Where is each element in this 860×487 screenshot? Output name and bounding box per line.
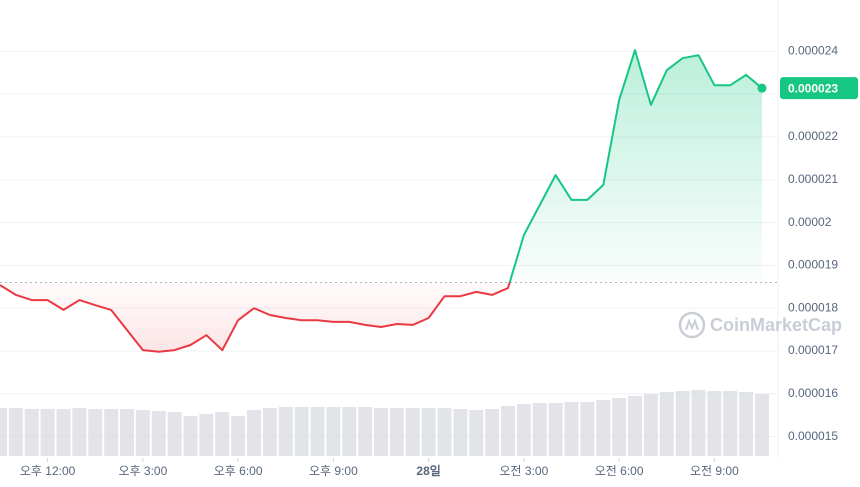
volume-bar: [0, 408, 7, 456]
volume-bar: [437, 408, 452, 456]
y-tick-label: 0.00002: [788, 215, 832, 229]
volume-bar: [374, 408, 388, 456]
volume-bar: [564, 402, 579, 456]
y-tick-label: 0.000021: [788, 172, 838, 186]
price-line: [0, 49, 763, 353]
x-tick-label: 오후 9:00: [309, 464, 358, 478]
last-value-label: 0.000023: [788, 81, 838, 95]
y-tick-label: 0.000015: [788, 429, 838, 443]
volume-bar: [326, 407, 341, 456]
volume-bar: [691, 390, 706, 456]
volume-bar: [723, 391, 738, 456]
volume-bar: [88, 409, 103, 456]
volume-bar: [167, 412, 182, 456]
volume-bar: [453, 409, 468, 456]
x-tick-label: 28일: [416, 464, 440, 478]
volume-bar: [8, 408, 23, 456]
x-tick-label: 오후 6:00: [214, 464, 263, 478]
y-tick-label: 0.000017: [788, 343, 838, 357]
volume-bar: [628, 396, 642, 456]
volume-bar: [675, 391, 690, 456]
y-tick-label: 0.000022: [788, 129, 838, 143]
y-tick-label: 0.000016: [788, 386, 838, 400]
volume-bar: [120, 409, 134, 456]
volume-bar: [40, 409, 55, 456]
y-tick-label: 0.000019: [788, 258, 838, 272]
price-area: [0, 50, 762, 352]
volume-bar: [342, 407, 357, 456]
watermark-text: CoinMarketCap: [710, 315, 842, 335]
volume-bar: [104, 409, 119, 456]
volume-bar: [580, 402, 595, 456]
volume-bar: [548, 403, 563, 456]
volume-bar: [151, 411, 166, 456]
volume-bar: [755, 394, 769, 456]
volume-bar: [707, 391, 722, 456]
volume-bar: [643, 394, 658, 456]
volume-bar: [310, 407, 325, 456]
volume-bar: [612, 398, 627, 456]
volume-bar: [183, 416, 198, 456]
volume-bar: [135, 410, 150, 456]
x-tick-label: 오후 3:00: [118, 464, 167, 478]
volume-bar: [231, 416, 246, 456]
volume-bar: [516, 404, 531, 456]
volume-bar: [501, 406, 515, 456]
volume-bar: [278, 407, 293, 456]
volume-bar: [485, 409, 500, 456]
volume-bar: [215, 412, 230, 456]
x-tick-label: 오전 3:00: [499, 464, 548, 478]
volume-bar: [247, 410, 261, 456]
volume-bar: [56, 409, 71, 456]
volume-bar: [72, 408, 87, 456]
x-tick-label: 오후 12:00: [20, 464, 76, 478]
volume-bar: [199, 414, 214, 456]
volume-bar: [294, 407, 309, 456]
volume-bar: [405, 408, 420, 456]
volume-bar: [358, 407, 373, 456]
volume-bar: [389, 408, 404, 456]
volume-bar: [24, 409, 39, 456]
last-value-badge: [780, 77, 858, 100]
volume-bar: [532, 403, 547, 456]
x-tick-label: 오전 6:00: [595, 464, 644, 478]
volume-bar: [596, 400, 611, 456]
x-tick-label: 오전 9:00: [690, 464, 739, 478]
y-tick-label: 0.000024: [788, 44, 838, 58]
y-tick-label: 0.000018: [788, 300, 838, 314]
volume-bar: [469, 410, 484, 456]
volume-bar: [262, 408, 277, 456]
volume-bar: [739, 392, 754, 456]
watermark: CoinMarketCap: [678, 311, 842, 339]
last-point: [757, 83, 767, 93]
volume-bar: [659, 392, 674, 456]
volume-bar: [421, 408, 436, 456]
